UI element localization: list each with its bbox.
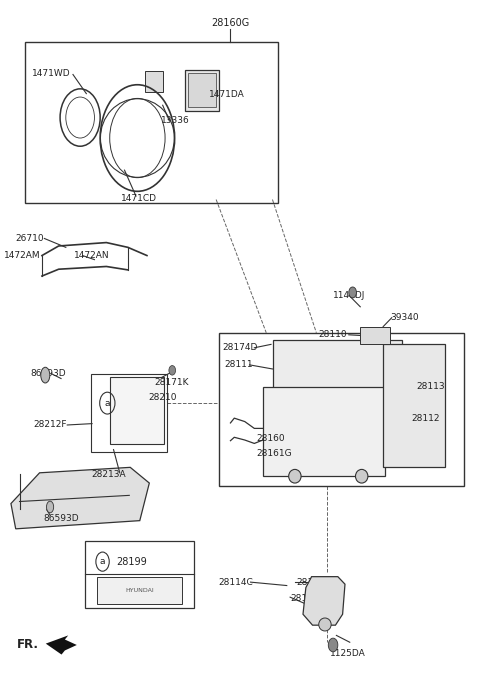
Text: 1471CD: 1471CD — [120, 193, 156, 202]
Text: 28171K: 28171K — [154, 378, 189, 387]
Text: 1140DJ: 1140DJ — [333, 291, 365, 300]
Text: 28210: 28210 — [148, 393, 177, 402]
Text: 28169: 28169 — [290, 594, 319, 603]
Bar — [110, 377, 164, 444]
Text: 1471DA: 1471DA — [209, 91, 245, 99]
Text: 28212F: 28212F — [34, 421, 67, 429]
Bar — [188, 73, 216, 107]
Text: FR.: FR. — [17, 639, 39, 652]
Ellipse shape — [356, 469, 368, 483]
Bar — [263, 388, 384, 476]
Polygon shape — [46, 635, 77, 654]
Text: a: a — [100, 557, 105, 566]
Text: 28114C: 28114C — [218, 578, 253, 587]
Circle shape — [169, 366, 176, 375]
Text: 28110: 28110 — [319, 329, 348, 339]
Ellipse shape — [41, 367, 50, 383]
Text: 86593D: 86593D — [43, 514, 79, 523]
Polygon shape — [11, 467, 149, 529]
Text: 86593D: 86593D — [30, 369, 66, 378]
Bar — [360, 327, 390, 344]
Text: 1471WD: 1471WD — [33, 69, 71, 78]
Circle shape — [328, 638, 338, 652]
Bar — [274, 340, 402, 391]
Bar — [85, 541, 194, 608]
Ellipse shape — [319, 618, 331, 631]
Text: 28161G: 28161G — [257, 449, 292, 458]
Text: 28112: 28112 — [412, 414, 440, 423]
Bar — [185, 70, 218, 110]
Text: 13336: 13336 — [161, 117, 190, 126]
Text: 28213A: 28213A — [91, 470, 126, 479]
Text: 28199: 28199 — [116, 556, 147, 567]
Bar — [91, 374, 167, 452]
Text: 28113: 28113 — [417, 381, 445, 390]
Text: 26710: 26710 — [16, 234, 44, 243]
Bar — [218, 333, 464, 486]
Text: 28160A: 28160A — [296, 578, 331, 587]
Ellipse shape — [288, 469, 301, 483]
Text: HYUNDAI: HYUNDAI — [125, 588, 154, 593]
Text: 28160G: 28160G — [211, 19, 250, 28]
Bar — [97, 577, 182, 604]
Text: 1472AN: 1472AN — [74, 251, 109, 260]
Text: 1125DA: 1125DA — [330, 650, 365, 659]
Text: 39340: 39340 — [390, 314, 419, 322]
Polygon shape — [303, 577, 345, 625]
Bar — [144, 71, 163, 91]
Text: 28111: 28111 — [224, 360, 253, 369]
Text: 28160: 28160 — [257, 434, 285, 443]
Bar — [383, 344, 445, 467]
Circle shape — [349, 287, 357, 298]
Text: 1472AM: 1472AM — [4, 251, 40, 260]
Ellipse shape — [47, 501, 54, 512]
Bar — [25, 43, 278, 203]
Text: a: a — [105, 399, 110, 407]
Text: 28174D: 28174D — [222, 343, 257, 353]
